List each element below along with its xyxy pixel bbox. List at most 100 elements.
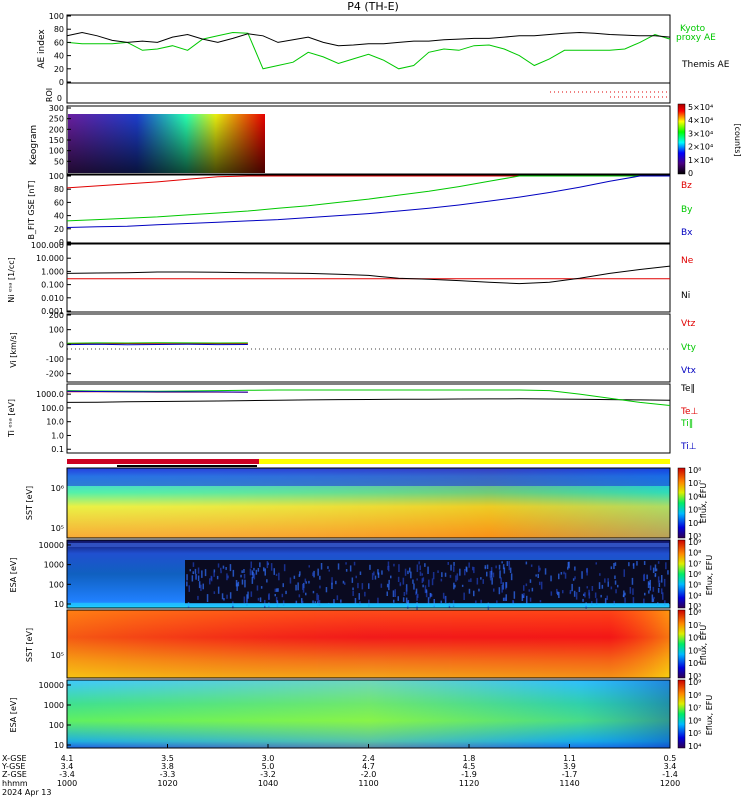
temperature-panel: 0.1 1.0 10.0 100.0 1000.0 Ti ᵉˢᵃ [eV] Te‖ Te… bbox=[7, 383, 699, 454]
noise-pixel bbox=[476, 577, 479, 585]
xtick-hhmm: 1000 bbox=[57, 779, 77, 788]
noise-pixel bbox=[331, 582, 333, 589]
series-te- bbox=[66, 398, 671, 403]
noise-pixel bbox=[464, 569, 466, 576]
noise-pixel bbox=[588, 589, 590, 596]
noise-pixel bbox=[513, 591, 516, 599]
sst-electron-colorbar bbox=[677, 467, 686, 539]
noise-pixel bbox=[654, 574, 657, 578]
noise-pixel bbox=[268, 593, 270, 600]
noise-pixel bbox=[449, 574, 452, 578]
xtick-xgse: 0.5 bbox=[664, 754, 677, 763]
noise-pixel bbox=[283, 564, 286, 572]
noise-pixel bbox=[531, 587, 534, 592]
noise-pixel bbox=[241, 570, 243, 573]
noise-pixel bbox=[478, 588, 480, 592]
noise-pixel bbox=[317, 568, 319, 576]
noise-pixel bbox=[662, 592, 664, 600]
noise-pixel bbox=[189, 569, 191, 572]
noise-pixel bbox=[373, 571, 375, 576]
noise-pixel bbox=[649, 579, 651, 588]
noise-pixel bbox=[644, 592, 646, 596]
sst-electron-colorbar-label: Eflux, EFU bbox=[699, 483, 708, 524]
noise-pixel bbox=[419, 571, 422, 576]
ytick-label: 1000 bbox=[44, 701, 64, 710]
xtick-xgse: 1.8 bbox=[463, 754, 476, 763]
sst-electron-panel: 10⁶ 10⁵ SST [eV] 10⁸ 10⁷ 10⁶ 10⁵ 10⁴ 10³ Eflu… bbox=[25, 466, 708, 541]
xaxis-label-xgse: X-GSE bbox=[2, 754, 27, 763]
noise-pixel bbox=[252, 571, 254, 578]
ytick-label: 80 bbox=[54, 185, 64, 194]
esa-ion-colorbar bbox=[677, 679, 686, 749]
colorbar-tick: 1×10⁴ bbox=[688, 156, 713, 165]
sst-electron-ytick-1: 10⁵ bbox=[51, 524, 64, 533]
noise-pixel bbox=[636, 561, 638, 566]
noise-pixel bbox=[259, 562, 261, 568]
noise-pixel bbox=[253, 567, 255, 571]
noise-pixel bbox=[397, 596, 399, 601]
temperature-ylabel: Ti ᵉˢᵃ [eV] bbox=[7, 399, 16, 438]
noise-pixel bbox=[368, 583, 370, 589]
colorbar-tick: 10⁷ bbox=[688, 621, 701, 630]
roi-ylabel: ROI bbox=[45, 88, 54, 102]
noise-pixel bbox=[237, 581, 240, 587]
noise-pixel bbox=[302, 588, 305, 593]
noise-pixel bbox=[431, 578, 434, 586]
xtick-zgse: -3.3 bbox=[160, 770, 176, 779]
colorbar-tick: 10⁵ bbox=[688, 506, 701, 515]
noise-pixel bbox=[505, 582, 508, 588]
noise-pixel bbox=[525, 583, 528, 587]
density-plot-area bbox=[66, 265, 671, 285]
noise-pixel bbox=[243, 596, 246, 604]
noise-pixel bbox=[246, 594, 248, 602]
noise-pixel bbox=[586, 586, 588, 589]
noise-pixel bbox=[428, 579, 430, 587]
noise-pixel bbox=[301, 598, 303, 603]
noise-pixel bbox=[529, 579, 532, 583]
noise-pixel bbox=[558, 591, 560, 598]
noise-pixel bbox=[472, 566, 474, 571]
sst-electron-ylabel: SST [eV] bbox=[25, 486, 34, 520]
noise-pixel bbox=[345, 569, 348, 572]
noise-pixel bbox=[351, 577, 354, 583]
noise-pixel bbox=[352, 590, 354, 596]
noise-pixel bbox=[298, 574, 301, 577]
noise-pixel bbox=[480, 599, 482, 603]
noise-pixel bbox=[610, 566, 613, 570]
series-ti- bbox=[66, 390, 248, 393]
noise-pixel bbox=[197, 567, 200, 574]
ae-y-axis: 0 20 40 60 80 100 bbox=[49, 12, 71, 87]
colorbar-tick: 10⁸ bbox=[688, 691, 701, 700]
noise-pixel bbox=[614, 580, 617, 585]
noise-pixel bbox=[240, 574, 242, 578]
noise-pixel bbox=[613, 600, 615, 606]
noise-pixel bbox=[473, 590, 475, 597]
noise-pixel bbox=[388, 579, 390, 585]
noise-pixel bbox=[493, 588, 495, 592]
noise-pixel bbox=[312, 572, 314, 576]
noise-pixel bbox=[374, 575, 377, 580]
noise-pixel bbox=[412, 579, 414, 584]
noise-pixel bbox=[390, 575, 392, 579]
noise-pixel bbox=[535, 574, 537, 577]
noise-pixel bbox=[388, 565, 390, 572]
noise-pixel bbox=[416, 578, 418, 581]
noise-pixel bbox=[235, 580, 238, 587]
noise-pixel bbox=[312, 600, 314, 604]
noise-pixel bbox=[250, 561, 252, 568]
noise-pixel bbox=[654, 573, 657, 576]
noise-pixel bbox=[386, 591, 388, 596]
colorbar-tick: 10³ bbox=[688, 672, 701, 681]
noise-pixel bbox=[614, 562, 617, 566]
noise-pixel bbox=[512, 600, 515, 605]
noise-pixel bbox=[657, 561, 660, 564]
sst-ion-ytick-0: 10⁵ bbox=[51, 651, 64, 660]
noise-pixel bbox=[595, 598, 598, 606]
noise-pixel bbox=[257, 597, 260, 601]
noise-pixel bbox=[503, 567, 506, 574]
noise-pixel bbox=[402, 597, 405, 602]
noise-pixel bbox=[371, 572, 374, 580]
noise-pixel bbox=[653, 596, 655, 599]
noise-pixel bbox=[631, 577, 634, 585]
